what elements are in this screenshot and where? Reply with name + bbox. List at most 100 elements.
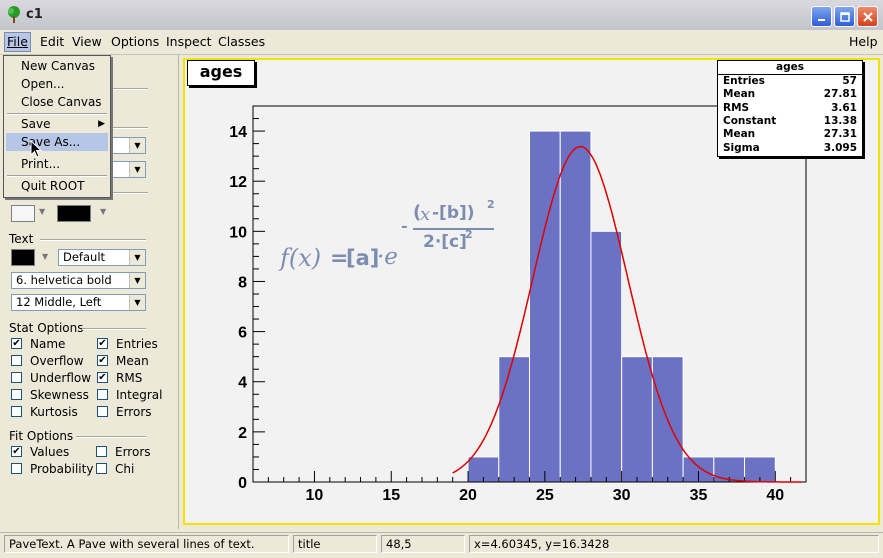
stats-row: Mean 27.81 <box>723 88 857 101</box>
histogram-bar <box>621 356 653 483</box>
checkbox-kurtosis[interactable]: Kurtosis <box>11 405 78 420</box>
menu-inspect[interactable]: Inspect <box>166 34 212 49</box>
section-divider <box>110 88 148 90</box>
root-tree-icon <box>8 6 20 23</box>
stats-label: Mean <box>723 88 756 101</box>
x-tick-label: 25 <box>536 487 554 504</box>
checkbox-skewness[interactable]: Skewness <box>11 388 89 403</box>
stats-row: Mean 27.31 <box>723 128 857 141</box>
histogram-title[interactable]: ages <box>187 60 255 86</box>
y-tick-label: 2 <box>238 425 247 442</box>
fill-color-swatch[interactable] <box>11 205 35 222</box>
histogram-plot[interactable]: 0 2 4 6 8 10 12 14 10 15 20 25 30 35 40 <box>183 58 880 525</box>
checkbox-underflow[interactable]: Underflow <box>11 371 91 386</box>
alignment-value: 12 Middle, Left <box>16 295 102 309</box>
menu-edit[interactable]: Edit <box>40 34 65 49</box>
checkbox-name[interactable]: ✔ Name <box>11 337 65 352</box>
maximize-button[interactable] <box>834 6 855 27</box>
text-size-combo[interactable]: Default ▼ <box>58 249 146 266</box>
close-button[interactable] <box>857 6 878 27</box>
menu-bar: File Edit View Options Inspect Classes H… <box>0 30 883 55</box>
line-style-combo[interactable]: ▼ <box>110 137 146 154</box>
close-icon <box>862 11 873 22</box>
y-tick-label: 14 <box>229 124 247 141</box>
checkbox-label: Errors <box>116 405 152 419</box>
font-combo[interactable]: 6. helvetica bold ▼ <box>11 272 146 289</box>
line-width-combo[interactable]: ▼ <box>110 161 146 178</box>
chevron-down-icon: ▼ <box>129 295 145 310</box>
chevron-down-icon[interactable]: ▼ <box>100 207 107 216</box>
menu-item-save-as[interactable]: Save As... <box>6 133 108 151</box>
checkbox-probability[interactable]: Probability <box>11 462 93 477</box>
chevron-down-icon[interactable]: ▼ <box>39 207 46 216</box>
formula-fx: f(x) <box>280 244 322 272</box>
formula-numerator: -[b]) <box>432 203 475 223</box>
minimize-button[interactable] <box>811 6 832 27</box>
menu-file[interactable]: File <box>4 32 31 52</box>
checkbox-label: Name <box>30 337 66 351</box>
menu-separator <box>7 175 107 177</box>
menu-item-save-label: Save <box>21 117 51 131</box>
formula-open-paren: ( <box>413 202 422 223</box>
formula-a: [a] <box>346 246 380 270</box>
formula-x: x <box>420 204 431 225</box>
menu-item-print[interactable]: Print... <box>21 157 61 171</box>
menu-item-close-canvas[interactable]: Close Canvas <box>21 95 102 109</box>
stats-row: Sigma 3.095 <box>723 142 857 155</box>
menu-view[interactable]: View <box>72 34 102 49</box>
menu-item-save[interactable]: Save ▶ <box>6 115 108 133</box>
x-tick-label: 15 <box>382 487 400 504</box>
histogram-bar <box>498 356 530 483</box>
y-tick-label: 10 <box>229 224 247 241</box>
status-pixel: 48,5 <box>381 535 465 553</box>
formula-num-exp: 2 <box>487 198 495 211</box>
minimize-icon <box>817 18 825 21</box>
histogram-bar <box>559 130 592 483</box>
stats-value: 3.095 <box>823 141 857 154</box>
menu-file-label: File <box>7 34 28 49</box>
checkbox-label: RMS <box>116 371 143 385</box>
menu-item-new-canvas[interactable]: New Canvas <box>21 59 96 73</box>
menu-options[interactable]: Options <box>111 34 160 49</box>
chevron-down-icon[interactable]: ▼ <box>42 252 49 261</box>
checkmark-icon: ✔ <box>97 338 108 349</box>
formula-denominator: 2·[c] <box>423 232 467 252</box>
checkbox-box <box>11 406 22 417</box>
formula-eq: = <box>330 246 349 271</box>
fit-formula[interactable]: f(x) = [a] ·e - ( x -[b]) 2 2·[c] 2 <box>280 198 520 280</box>
fit-curve <box>452 145 802 483</box>
chevron-down-icon: ▼ <box>129 138 145 153</box>
checkbox-mean[interactable]: ✔ Mean <box>97 354 149 369</box>
checkbox-box <box>96 463 107 474</box>
stats-box[interactable]: ages Entries 57 Mean 27.81 RMS 3.61 Constant 13… <box>717 60 863 157</box>
checkbox-values[interactable]: ✔ Values <box>11 445 69 460</box>
stats-label: Constant <box>723 114 777 127</box>
checkbox-label: Mean <box>116 354 149 368</box>
menu-classes[interactable]: Classes <box>218 34 266 49</box>
checkbox-entries[interactable]: ✔ Entries <box>97 337 158 352</box>
text-color-swatch[interactable] <box>11 249 35 266</box>
text-size-value: Default <box>63 250 106 264</box>
chevron-down-icon: ▼ <box>129 250 145 265</box>
x-tick-label: 10 <box>306 487 324 504</box>
checkmark-icon: ✔ <box>11 446 22 457</box>
x-tick-label: 30 <box>613 487 631 504</box>
checkbox-errors[interactable]: Errors <box>96 445 151 460</box>
stats-value: 3.61 <box>831 101 857 114</box>
stats-row: RMS 3.61 <box>723 102 857 115</box>
checkbox-label: Errors <box>115 445 151 459</box>
menu-help[interactable]: Help <box>849 34 878 49</box>
menu-item-open[interactable]: Open... <box>21 77 65 91</box>
checkbox-label: Kurtosis <box>30 405 78 419</box>
checkbox-overflow[interactable]: Overflow <box>11 354 84 369</box>
alignment-combo[interactable]: 12 Middle, Left ▼ <box>11 294 146 311</box>
checkbox-rms[interactable]: ✔ RMS <box>97 371 142 386</box>
checkmark-icon: ✔ <box>97 355 108 366</box>
checkbox-integral[interactable]: Integral <box>97 388 162 403</box>
fill-pattern-swatch[interactable] <box>57 205 91 222</box>
menu-item-quit-root[interactable]: Quit ROOT <box>21 179 85 193</box>
menu-separator <box>7 113 107 115</box>
formula-e: ·e <box>377 244 398 270</box>
checkbox-chi[interactable]: Chi <box>96 462 134 477</box>
checkbox-errors[interactable]: Errors <box>97 405 152 420</box>
